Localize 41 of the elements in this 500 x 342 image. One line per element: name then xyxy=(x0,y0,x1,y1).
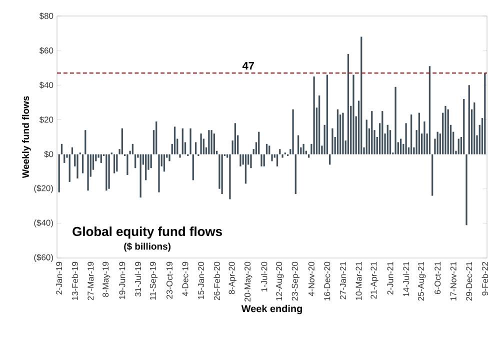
x-tick-label: 10-Mar-21 xyxy=(356,262,362,300)
x-axis-title: Week ending xyxy=(241,304,302,314)
y-tick-label: ($60) xyxy=(34,254,53,262)
ref-line-label: 47 xyxy=(242,62,254,70)
x-tick-label: 19-Jun-19 xyxy=(119,262,126,300)
x-tick-label: 2-Jun-21 xyxy=(387,262,394,295)
x-tick-label: 9-Feb-22 xyxy=(482,262,488,296)
x-tick-label: 27-Mar-19 xyxy=(88,262,94,300)
x-tick-label: 8-Apr-20 xyxy=(228,262,236,294)
annotation: ($ billions) xyxy=(124,242,170,252)
y-axis-title: Weekly fund flows xyxy=(22,96,31,178)
x-tick-label: 27-Jan-21 xyxy=(340,262,346,300)
x-tick-label: 16-Dec-20 xyxy=(324,262,330,300)
y-tick-label: $0 xyxy=(44,150,54,158)
x-tick-label: 14-Jul-21 xyxy=(402,262,410,296)
x-tick-label: 29-Dec-21 xyxy=(466,262,472,301)
x-tick-label: 23-Oct-19 xyxy=(166,262,172,299)
x-tick-label: 4-Dec-19 xyxy=(182,262,188,296)
x-tick-label: 31-Jul-19 xyxy=(134,262,142,296)
y-tick-label: $40 xyxy=(39,82,54,89)
x-tick-label: 13-Feb-19 xyxy=(72,262,78,300)
x-tick-label: 11-Sep-19 xyxy=(150,262,158,300)
y-tick-label: $60 xyxy=(39,47,54,54)
y-tick-label: $80 xyxy=(39,12,54,20)
x-tick-label: 26-Feb-20 xyxy=(214,262,220,300)
x-tick-label: 1-Jul-20 xyxy=(261,262,268,292)
y-tick-label: ($20) xyxy=(34,184,53,193)
y-tick-label: $20 xyxy=(39,116,54,124)
annotation: Global equity fund flows xyxy=(72,226,222,239)
x-tick-label: 17-Nov-21 xyxy=(450,262,456,300)
x-tick-label: 6-Oct-21 xyxy=(434,262,441,294)
x-tick-label: 20-May-20 xyxy=(244,262,252,302)
x-tick-label: 21-Apr-21 xyxy=(370,262,378,299)
x-tick-label: 2-Jan-19 xyxy=(56,262,62,295)
y-tick-label: ($40) xyxy=(34,219,53,228)
x-tick-label: 8-May-19 xyxy=(102,262,110,297)
x-tick-label: 4-Nov-20 xyxy=(308,262,314,296)
x-tick-label: 25-Aug-21 xyxy=(418,262,426,301)
x-tick-label: 15-Jan-20 xyxy=(198,262,204,300)
x-tick-label: 12-Aug-20 xyxy=(276,262,284,300)
x-tick-label: 23-Sep-20 xyxy=(292,262,300,301)
